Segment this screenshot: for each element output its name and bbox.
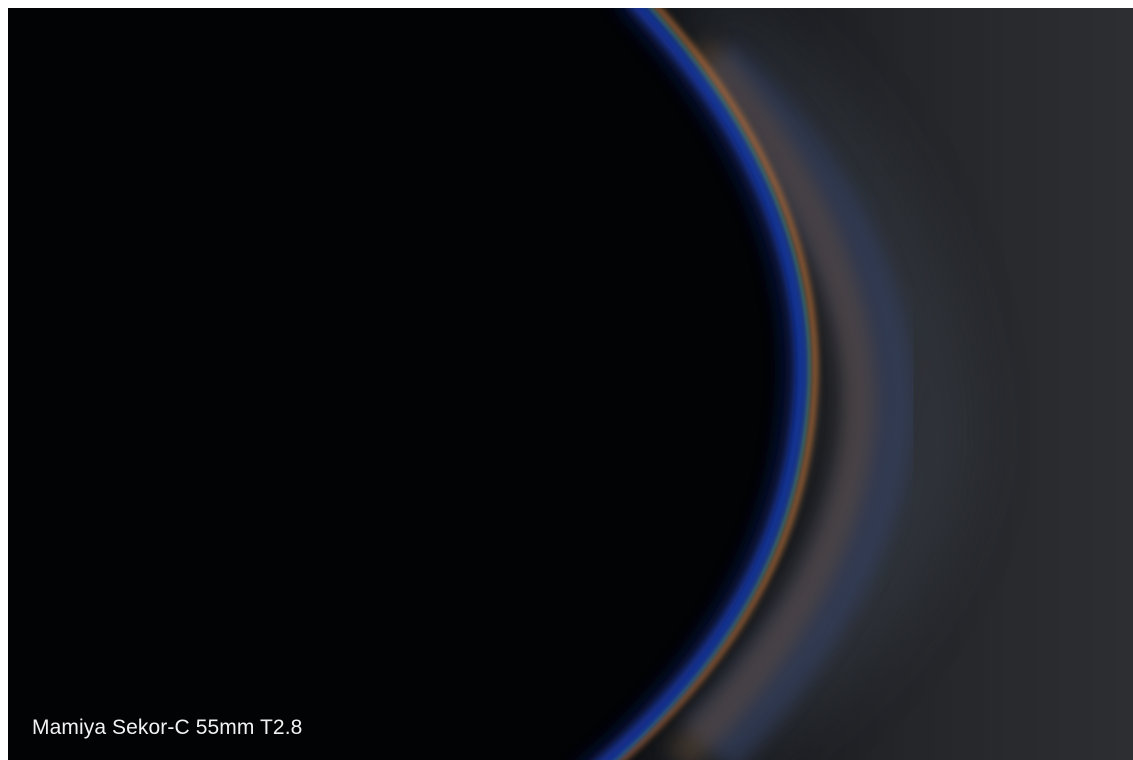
outer-scatter-glow [657, 8, 968, 760]
fringe-green [611, 8, 811, 760]
fringe-orange [616, 8, 818, 760]
flare-arc-graphic [8, 8, 1133, 760]
caption: Mamiya Sekor-C 55mm T2.8 [32, 716, 303, 739]
streak-haze-warm [665, 36, 876, 760]
blue-rim [596, 8, 808, 760]
dark-disc [8, 8, 804, 760]
lens-flare-photo [8, 8, 1133, 760]
blue-rim-inner [586, 8, 798, 760]
